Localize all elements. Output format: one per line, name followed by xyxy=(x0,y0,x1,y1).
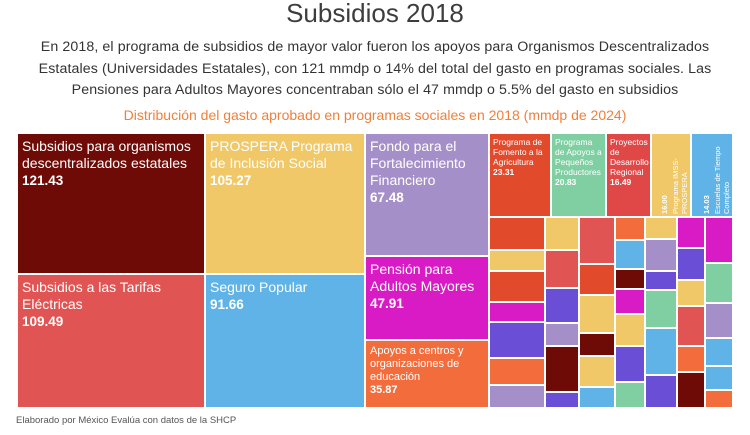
treemap-small-tile xyxy=(705,366,733,390)
treemap-small-tile xyxy=(615,314,645,346)
treemap-small-tile xyxy=(705,217,733,263)
treemap-small-tile xyxy=(579,333,615,356)
tile-label: Fondo para el Fortalecimiento Financiero xyxy=(370,138,466,188)
tile-value: 23.31 xyxy=(493,167,515,177)
source-footer: Elaborado por México Evalúa con datos de… xyxy=(16,415,237,426)
treemap-small-tile xyxy=(545,250,579,288)
treemap-small-tile xyxy=(579,387,615,408)
page-title: Subsidios 2018 xyxy=(286,0,464,28)
treemap-small-tile xyxy=(677,280,705,306)
treemap-small-tile xyxy=(615,240,645,269)
treemap-small-tile xyxy=(579,217,615,264)
treemap-tile-1: Subsidios para organismos descentralizad… xyxy=(17,133,205,274)
treemap-tile-2: Subsidios a las Tarifas Eléctricas 109.49 xyxy=(17,274,205,408)
tile-label: Apoyos a centros y organizaciones de edu… xyxy=(370,345,464,383)
tile-value: 47.91 xyxy=(370,296,404,311)
treemap-small-tile xyxy=(615,289,645,314)
tile-value: 16.49 xyxy=(610,177,632,187)
treemap-small-tile xyxy=(545,323,579,346)
treemap-small-tile xyxy=(645,375,677,408)
treemap-small-tile xyxy=(645,217,677,239)
tile-label: Subsidios a las Tarifas Eléctricas xyxy=(22,279,162,312)
tile-label: Subsidios para organismos descentralizad… xyxy=(22,138,191,171)
treemap-small-tile xyxy=(489,322,545,358)
treemap-small-tile xyxy=(705,390,733,408)
tile-value: 16.00 xyxy=(660,195,669,214)
treemap-small-tile xyxy=(579,295,615,333)
treemap-small-tile xyxy=(489,250,545,271)
treemap-small-tile xyxy=(579,356,615,387)
treemap-small-tile xyxy=(545,217,579,250)
treemap-small-tile xyxy=(489,358,545,385)
treemap-small-tile xyxy=(677,248,705,280)
tile-value: 35.87 xyxy=(370,384,398,396)
treemap-tile-3: PROSPERA Programa de Inclusión Social 105… xyxy=(205,133,365,274)
treemap-small-tile xyxy=(677,306,705,346)
treemap-small-tile xyxy=(615,382,645,408)
treemap-small-tile xyxy=(615,217,645,240)
tile-value: 109.49 xyxy=(22,314,64,329)
tile-value: 105.27 xyxy=(210,173,252,188)
treemap-tile-9: Programa de Apoyos a Pequeños Productore… xyxy=(551,133,606,217)
treemap-small-tile xyxy=(677,346,705,372)
treemap-tile-7: Apoyos a centros y organizaciones de edu… xyxy=(365,340,489,408)
treemap-small-tile xyxy=(545,392,579,408)
tile-label: PROSPERA Programa de Inclusión Social xyxy=(210,138,353,171)
treemap-small-tile xyxy=(645,271,677,290)
treemap-small-tile xyxy=(705,338,733,366)
treemap-small-tile xyxy=(645,239,677,271)
treemap-small-tile xyxy=(705,263,733,303)
treemap-small-tile xyxy=(705,303,733,338)
tile-value: 14.03 xyxy=(702,195,711,214)
treemap-small-tile xyxy=(615,269,645,289)
tile-label: Escuelas de Tiempo Completo xyxy=(713,146,731,214)
treemap-small-tile xyxy=(615,346,645,382)
treemap-tile-8: Programa de Fomento a la Agricultura 23.3… xyxy=(489,133,551,217)
treemap-tile-5: Fondo para el Fortalecimiento Financiero… xyxy=(365,133,489,256)
treemap-small-tile xyxy=(489,385,545,408)
chart-title: Distribución del gasto aprobado en progr… xyxy=(123,107,627,123)
tile-value: 91.66 xyxy=(210,297,244,312)
treemap-small-tile xyxy=(545,288,579,323)
tile-label: Programa de Fomento a la Agricultura xyxy=(493,137,543,167)
treemap-small-tile xyxy=(677,372,705,408)
tile-value: 20.83 xyxy=(555,177,577,187)
treemap-small-tile xyxy=(545,346,579,392)
treemap-small-tile xyxy=(489,217,545,250)
treemap-tile-11: 16.00 Programa IMSS-PROSPERA xyxy=(651,133,691,217)
treemap-tile-10: Proyectos de Desarrollo Regional 16.49 xyxy=(606,133,651,217)
tile-label: Programa IMSS-PROSPERA xyxy=(671,158,689,214)
treemap-small-tile xyxy=(645,290,677,328)
treemap-chart: Subsidios para organismos descentralizad… xyxy=(17,133,733,408)
treemap-small-tile xyxy=(489,271,545,302)
treemap-tile-12: 14.03 Escuelas de Tiempo Completo xyxy=(691,133,733,217)
tile-label: Proyectos de Desarrollo Regional xyxy=(610,137,649,177)
treemap-small-tile xyxy=(579,264,615,295)
treemap-tile-6: Pensión para Adultos Mayores 47.91 xyxy=(365,256,489,340)
lead-paragraph: En 2018, el programa de subsidios de may… xyxy=(38,39,712,98)
treemap-small-tile xyxy=(677,217,705,248)
tile-value: 67.48 xyxy=(370,190,404,205)
tile-label: Programa de Apoyos a Pequeños Productore… xyxy=(555,137,602,177)
tile-label: Pensión para Adultos Mayores xyxy=(370,261,475,294)
treemap-small-tile xyxy=(489,302,545,322)
tile-label: Seguro Popular xyxy=(210,279,308,295)
tile-value: 121.43 xyxy=(22,173,64,188)
treemap-small-tile xyxy=(645,328,677,375)
treemap-tile-4: Seguro Popular 91.66 xyxy=(205,274,365,408)
